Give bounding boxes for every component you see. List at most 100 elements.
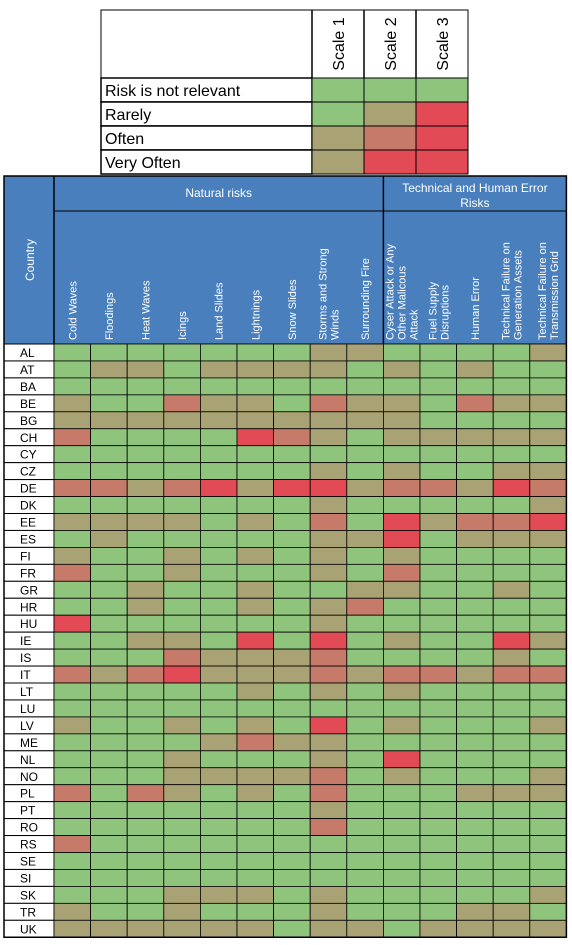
heatmap-cell bbox=[90, 597, 128, 616]
heatmap-cell bbox=[419, 801, 457, 820]
heatmap-cell bbox=[346, 530, 384, 548]
heatmap-cell bbox=[126, 360, 165, 379]
heatmap-cell bbox=[53, 750, 91, 769]
heatmap-cell bbox=[419, 852, 457, 870]
heatmap-cell bbox=[419, 563, 457, 582]
heatmap-cell bbox=[309, 479, 348, 497]
heatmap-cell bbox=[126, 801, 165, 820]
heatmap-cell bbox=[346, 563, 384, 582]
heatmap-cell bbox=[236, 428, 274, 447]
heatmap-cell bbox=[126, 682, 165, 701]
heatmap-cell bbox=[236, 784, 274, 803]
heatmap-cell bbox=[236, 411, 274, 430]
heatmap-cell bbox=[346, 886, 384, 904]
heatmap-cell bbox=[456, 479, 494, 497]
heatmap-cell bbox=[126, 648, 165, 667]
heatmap-cell bbox=[456, 784, 494, 803]
heatmap-cell bbox=[419, 733, 457, 752]
heatmap-cell bbox=[456, 377, 494, 396]
column-header: Disruptions bbox=[439, 284, 451, 340]
heatmap-cell bbox=[273, 496, 311, 514]
heatmap-cell bbox=[529, 682, 567, 701]
heatmap-cell bbox=[529, 750, 567, 769]
column-header: Icings bbox=[177, 311, 189, 340]
heatmap-cell bbox=[199, 462, 238, 480]
heatmap-cell bbox=[529, 886, 567, 904]
heatmap-cell bbox=[346, 614, 384, 633]
heatmap-cell bbox=[53, 614, 91, 633]
heatmap-cell bbox=[419, 614, 457, 633]
country-column-header: Country bbox=[23, 239, 37, 281]
heatmap-cell bbox=[199, 530, 238, 548]
heatmap-cell bbox=[273, 530, 311, 548]
heatmap-cell bbox=[163, 479, 201, 497]
heatmap-cell bbox=[53, 801, 91, 820]
heatmap-cell bbox=[456, 869, 494, 887]
heatmap-cell bbox=[309, 801, 348, 820]
heatmap-cell bbox=[382, 547, 421, 565]
heatmap-cell bbox=[529, 614, 567, 633]
heatmap-cell bbox=[309, 699, 348, 718]
heatmap-cell bbox=[126, 343, 165, 362]
heatmap-cell bbox=[529, 919, 567, 938]
heatmap-cell bbox=[163, 428, 201, 447]
country-label: BE bbox=[20, 397, 36, 411]
heatmap-cell bbox=[309, 784, 348, 803]
heatmap-cell bbox=[53, 428, 91, 447]
heatmap-cell bbox=[126, 580, 165, 599]
country-label: SI bbox=[20, 871, 31, 885]
heatmap-cell bbox=[90, 614, 128, 633]
heatmap-cell bbox=[492, 801, 531, 820]
heatmap-cell bbox=[90, 869, 128, 887]
heatmap-cell bbox=[163, 699, 201, 718]
country-label: RO bbox=[20, 821, 38, 835]
heatmap-cell bbox=[309, 818, 348, 836]
heatmap-cell bbox=[273, 767, 311, 786]
heatmap-cell bbox=[273, 631, 311, 650]
heatmap-cell bbox=[419, 767, 457, 786]
heatmap-cell bbox=[492, 462, 531, 480]
group-header: Natural risks bbox=[185, 186, 252, 200]
legend-swatch bbox=[415, 149, 469, 175]
heatmap-cell bbox=[90, 699, 128, 718]
heatmap-cell bbox=[199, 665, 238, 684]
heatmap-cell bbox=[309, 733, 348, 752]
heatmap-cell bbox=[346, 919, 384, 938]
heatmap-cell bbox=[126, 631, 165, 650]
heatmap-cell bbox=[126, 597, 165, 616]
heatmap-cell bbox=[126, 784, 165, 803]
heatmap-cell bbox=[199, 547, 238, 565]
heatmap-cell bbox=[382, 902, 421, 921]
heatmap-cell bbox=[309, 750, 348, 769]
heatmap-cell bbox=[90, 394, 128, 413]
heatmap-cell bbox=[382, 479, 421, 497]
country-label: BG bbox=[20, 414, 37, 428]
heatmap-cell bbox=[529, 733, 567, 752]
heatmap-cell bbox=[90, 682, 128, 701]
legend-scale-label: Scale 1 bbox=[331, 17, 348, 70]
heatmap-cell bbox=[53, 445, 91, 464]
heatmap-cell bbox=[529, 411, 567, 430]
legend-swatch bbox=[415, 125, 469, 151]
heatmap-cell bbox=[529, 496, 567, 514]
heatmap-cell bbox=[346, 750, 384, 769]
heatmap-cell bbox=[126, 513, 165, 531]
heatmap-cell bbox=[529, 394, 567, 413]
legend-table: Scale 1 Scale 2 Scale 3 Risk is not relevan… bbox=[100, 9, 469, 175]
heatmap-cell bbox=[419, 513, 457, 531]
heatmap-cell bbox=[53, 547, 91, 565]
heatmap-cell bbox=[309, 428, 348, 447]
country-label: UK bbox=[20, 922, 37, 936]
heatmap-cell bbox=[456, 631, 494, 650]
heatmap-cell bbox=[419, 818, 457, 836]
heatmap-cell bbox=[529, 428, 567, 447]
column-header: Snow Slides bbox=[287, 279, 299, 340]
heatmap-cell bbox=[419, 343, 457, 362]
column-header: Technical Failure on bbox=[501, 242, 513, 340]
heatmap-cell bbox=[346, 411, 384, 430]
legend-scale-label: Scale 2 bbox=[383, 17, 400, 70]
heatmap-cell bbox=[273, 886, 311, 904]
heatmap-cell bbox=[90, 801, 128, 820]
heatmap-cell bbox=[236, 631, 274, 650]
heatmap-cell bbox=[492, 513, 531, 531]
